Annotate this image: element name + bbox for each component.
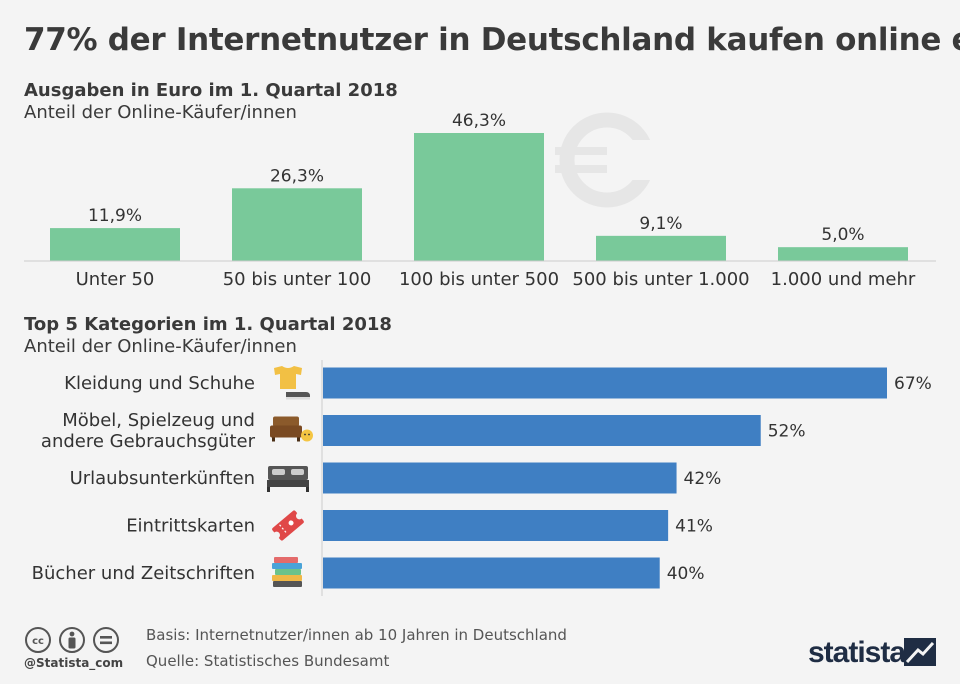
category-label: Eintrittskarten — [126, 516, 255, 537]
by-icon — [59, 627, 85, 653]
brand-logo: statista — [808, 636, 906, 669]
category-label: 100 bis unter 500 — [399, 269, 559, 290]
bar-value-label: 46,3% — [452, 111, 506, 131]
bar-3 — [596, 235, 726, 261]
bar-0 — [323, 367, 887, 399]
svg-text:cc: cc — [32, 636, 44, 647]
euro-watermark-icon — [555, 112, 655, 208]
category-label: Unter 50 — [76, 269, 155, 290]
spending-bar-chart: 11,9% Unter 50 26,3% 50 bis unter 100 46,3% 1… — [24, 111, 936, 290]
category-label: 500 bis unter 1.000 — [572, 269, 749, 290]
bar-value-label: 52% — [768, 422, 806, 442]
page-title: 77% der Internetnutzer in Deutschland ka… — [24, 22, 960, 58]
bar-value-label: 42% — [684, 469, 722, 489]
category-label: Urlaubsunterkünften — [70, 468, 255, 489]
bar-2 — [323, 462, 677, 494]
chart2-title: Top 5 Kategorien im 1. Quartal 2018 — [24, 314, 392, 335]
chart1-title: Ausgaben in Euro im 1. Quartal 2018 — [24, 80, 398, 101]
category-label: Bücher und Zeitschriften — [32, 563, 255, 584]
social-handle: @Statista_com — [24, 656, 124, 670]
license-icons: cc — [25, 627, 119, 653]
bar-value-label: 5,0% — [821, 225, 864, 245]
bar-3 — [323, 510, 669, 541]
chart1-subtitle: Anteil der Online-Käufer/innen — [24, 102, 297, 123]
bar-1 — [232, 188, 362, 261]
bed-icon — [267, 466, 309, 492]
brand-mark-icon — [904, 638, 936, 666]
category-label: 1.000 und mehr — [771, 269, 916, 290]
bar-value-label: 67% — [894, 374, 932, 394]
bar-0 — [50, 228, 180, 261]
clothing-icon — [274, 366, 310, 400]
furniture-toy-icon — [270, 416, 313, 442]
category-bar-chart: 67% Kleidung und Schuhe 52% Möbel, Spielzeu… — [32, 360, 932, 596]
basis-note: Basis: Internetnutzer/innen ab 10 Jahren… — [146, 626, 567, 644]
category-label: andere Gebrauchsgüter — [41, 431, 256, 452]
bar-value-label: 9,1% — [639, 214, 682, 234]
ticket-icon — [272, 510, 304, 541]
books-icon — [272, 557, 302, 587]
category-label: Möbel, Spielzeug und — [62, 410, 255, 431]
bar-4 — [778, 247, 908, 261]
bar-value-label: 41% — [675, 517, 713, 537]
bar-value-label: 26,3% — [270, 166, 324, 186]
bar-value-label: 40% — [667, 564, 705, 584]
category-label: Kleidung und Schuhe — [64, 373, 255, 394]
bar-2 — [414, 133, 544, 261]
bar-4 — [323, 557, 660, 589]
category-label: 50 bis unter 100 — [223, 269, 372, 290]
bar-value-label: 11,9% — [88, 206, 142, 226]
source-note: Quelle: Statistisches Bundesamt — [146, 652, 390, 670]
cc-icon: cc — [25, 627, 51, 653]
chart2-subtitle: Anteil der Online-Käufer/innen — [24, 336, 297, 357]
nd-icon — [93, 627, 119, 653]
bar-1 — [323, 415, 761, 446]
